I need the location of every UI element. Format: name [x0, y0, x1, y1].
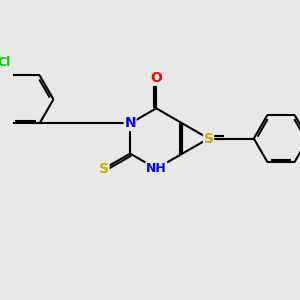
Text: O: O [150, 71, 162, 85]
Text: Cl: Cl [0, 56, 11, 69]
Text: S: S [99, 162, 109, 176]
Text: N: N [124, 116, 136, 130]
Text: S: S [203, 131, 214, 146]
Text: NH: NH [146, 162, 166, 175]
